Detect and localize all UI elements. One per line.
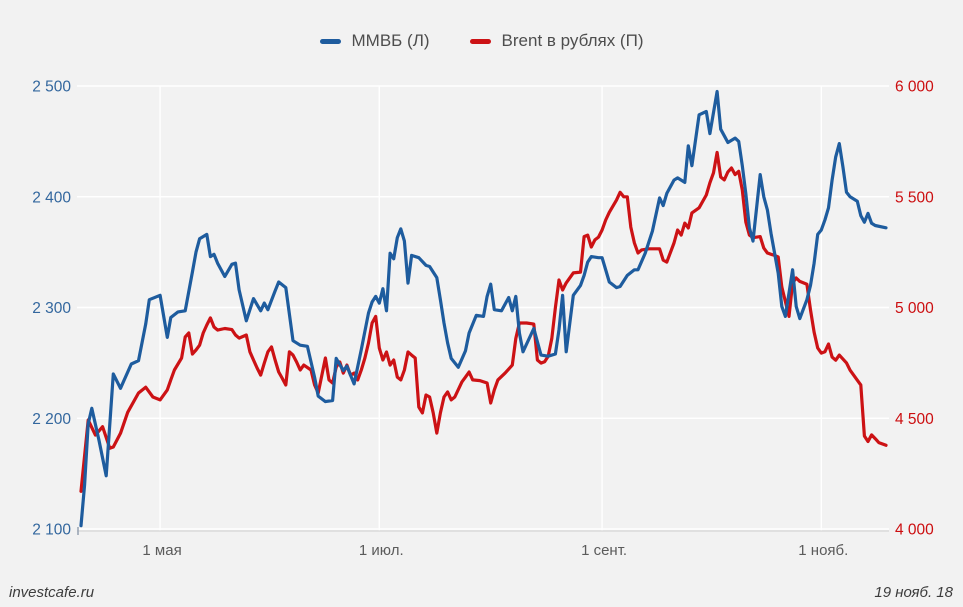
- series-line-brent: [79, 150, 888, 493]
- x-axis-tick-1 мая: 1 мая: [142, 542, 181, 559]
- right-axis-tick-4500: 4 500: [895, 411, 934, 428]
- legend-item-brent[interactable]: Brent в рублях (П): [469, 31, 644, 51]
- series-line-mmvb: [79, 89, 888, 528]
- right-axis-tick-4000: 4 000: [895, 522, 934, 539]
- left-axis-tick-2300: 2 300: [32, 300, 71, 317]
- legend-item-mmvb[interactable]: ММВБ (Л): [319, 31, 430, 51]
- x-axis-tick-1 нояб.: 1 нояб.: [798, 542, 848, 559]
- left-axis-tick-2200: 2 200: [32, 411, 71, 428]
- date-stamp: 19 нояб. 18: [874, 584, 953, 601]
- left-axis-tick-2100: 2 100: [32, 522, 71, 539]
- legend-swatch-mmvb-icon: [319, 38, 341, 44]
- right-axis-tick-5500: 5 500: [895, 189, 934, 206]
- legend-swatch-brent-icon: [469, 38, 491, 44]
- right-axis-tick-5000: 5 000: [895, 300, 934, 317]
- x-axis-tick-1 июл.: 1 июл.: [359, 542, 404, 559]
- right-axis-tick-6000: 6 000: [895, 79, 934, 96]
- chart-legend: ММВБ (Л) Brent в рублях (П): [0, 31, 963, 51]
- left-axis-tick-2400: 2 400: [32, 189, 71, 206]
- legend-label-brent: Brent в рублях (П): [501, 31, 644, 50]
- x-axis-tick-1 сент.: 1 сент.: [581, 542, 627, 559]
- legend-label-mmvb: ММВБ (Л): [351, 31, 430, 50]
- left-axis-tick-2500: 2 500: [32, 79, 71, 96]
- source-watermark: investcafe.ru: [9, 584, 95, 601]
